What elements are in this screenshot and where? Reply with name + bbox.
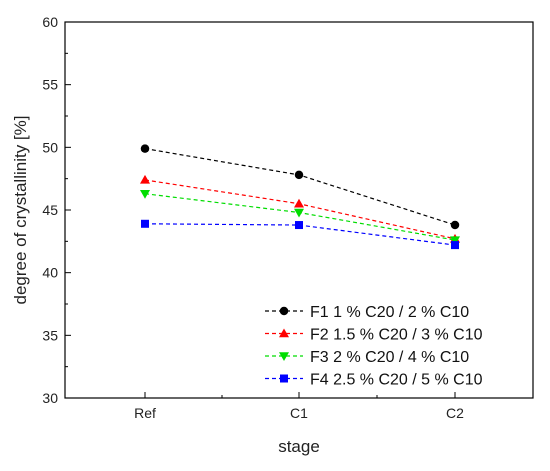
data-point <box>294 170 304 180</box>
data-point <box>294 208 304 218</box>
legend-label: F3 2 % C20 / 4 % C10 <box>310 349 469 366</box>
y-axis-title: degree of crystallinity [%] <box>11 116 30 305</box>
data-point <box>140 189 150 199</box>
y-axis-ticks: 30 35 40 45 50 55 60 <box>42 14 71 406</box>
legend-label: F4 2.5 % C20 / 5 % C10 <box>310 372 483 389</box>
y-tick-label: 35 <box>42 327 58 343</box>
y-tick-label: 55 <box>42 77 58 93</box>
data-point <box>141 219 149 228</box>
legend-item: F1 1 % C20 / 2 % C10 <box>265 304 469 321</box>
legend-item: F4 2.5 % C20 / 5 % C10 <box>265 372 483 389</box>
series-1 <box>140 144 460 230</box>
legend-swatch-marker <box>280 374 288 383</box>
data-point <box>140 144 150 153</box>
data-point <box>295 221 303 230</box>
series-3 <box>140 189 460 246</box>
legend-swatch-marker <box>279 352 289 361</box>
legend-item: F3 2 % C20 / 4 % C10 <box>265 349 469 366</box>
x-tick-label: C2 <box>446 405 464 421</box>
data-point <box>294 198 304 208</box>
legend-swatch-marker <box>279 328 289 338</box>
legend: F1 1 % C20 / 2 % C10 F2 1.5 % C20 / 3 % C… <box>265 304 483 389</box>
series-layer <box>140 144 460 250</box>
y-tick-label: 50 <box>42 139 58 155</box>
legend-label: F1 1 % C20 / 2 % C10 <box>310 304 469 321</box>
y-tick-label: 60 <box>42 14 58 30</box>
data-point <box>140 174 150 184</box>
legend-item: F2 1.5 % C20 / 3 % C10 <box>265 327 483 344</box>
x-tick-label: Ref <box>134 405 156 421</box>
y-tick-label: 30 <box>42 390 58 406</box>
y-tick-label: 40 <box>42 265 58 281</box>
x-axis-title: stage <box>278 437 320 456</box>
x-axis-ticks: Ref C1 C2 <box>134 392 464 421</box>
data-point <box>450 236 460 246</box>
legend-swatch-marker <box>279 306 289 316</box>
y-tick-label: 45 <box>42 202 58 218</box>
legend-label: F2 1.5 % C20 / 3 % C10 <box>310 327 483 344</box>
x-tick-label: C1 <box>290 405 308 421</box>
series-4 <box>141 219 459 250</box>
data-point <box>451 241 459 250</box>
data-point <box>450 220 460 230</box>
